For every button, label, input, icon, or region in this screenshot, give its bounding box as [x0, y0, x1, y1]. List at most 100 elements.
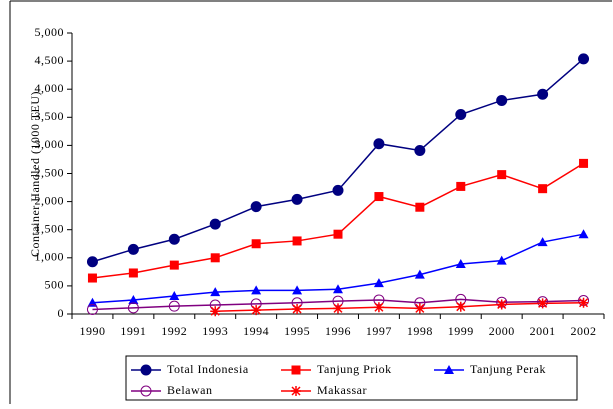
x-tick-label: 1998 [407, 324, 433, 338]
marker-shape [578, 229, 589, 239]
marker [537, 298, 548, 309]
marker-shape [292, 303, 303, 314]
marker [251, 305, 262, 316]
marker-shape [128, 294, 139, 304]
marker [578, 297, 589, 308]
x-tick-label: 1996 [325, 324, 351, 338]
marker-shape [456, 181, 466, 191]
marker [497, 170, 507, 180]
marker [373, 138, 385, 150]
marker [455, 301, 466, 312]
marker [250, 201, 262, 213]
legend-label: Makassar [317, 383, 367, 397]
marker [86, 256, 98, 268]
marker [578, 53, 590, 65]
marker-shape [444, 365, 454, 374]
marker [168, 300, 180, 312]
marker [333, 229, 343, 239]
marker-shape [127, 302, 139, 314]
y-axis-label: Container Handled (1000 TEU) [28, 91, 42, 257]
marker [537, 237, 548, 247]
x-tick-label: 1995 [284, 324, 310, 338]
x-tick-label: 1999 [448, 324, 474, 338]
marker-shape [455, 258, 466, 268]
marker [455, 108, 467, 120]
marker [168, 233, 180, 245]
marker-shape [538, 184, 548, 194]
marker-shape [333, 284, 343, 294]
y-tick-label: 2,000 [35, 193, 65, 207]
x-tick-label: 2002 [571, 324, 597, 338]
marker-shape [496, 299, 507, 310]
marker [333, 284, 343, 294]
marker-shape [414, 303, 425, 314]
marker [414, 144, 426, 156]
marker-shape [168, 300, 180, 312]
marker-shape [373, 302, 384, 313]
x-tick-label: 1994 [243, 324, 269, 338]
marker-shape [140, 364, 152, 376]
marker-shape [168, 233, 180, 245]
marker-shape [291, 386, 301, 396]
x-tick-label: 1992 [161, 324, 187, 338]
marker [210, 253, 220, 263]
marker-shape [415, 202, 425, 212]
x-tick-label: 2001 [530, 324, 556, 338]
marker [87, 297, 98, 307]
marker-shape [455, 108, 467, 120]
marker-shape [332, 184, 344, 196]
y-tick-label: 4,500 [35, 53, 65, 67]
marker-shape [251, 305, 262, 316]
marker-shape [210, 253, 220, 263]
marker [414, 303, 425, 314]
marker [87, 273, 97, 283]
marker [333, 303, 343, 314]
marker [496, 94, 508, 106]
marker-shape [537, 237, 548, 247]
x-tick-label: 2000 [489, 324, 515, 338]
marker [538, 184, 548, 194]
marker-shape [292, 236, 302, 246]
marker [579, 158, 589, 168]
series-line [92, 162, 584, 279]
marker-shape [86, 256, 98, 268]
marker-shape [291, 365, 301, 375]
marker-shape [86, 304, 98, 316]
marker [374, 192, 384, 202]
legend-label: Belawan [167, 383, 212, 397]
marker-shape [414, 269, 425, 279]
marker-shape [250, 201, 262, 213]
marker-shape [87, 273, 97, 283]
legend-box [125, 355, 578, 401]
marker [291, 386, 301, 396]
marker [140, 385, 152, 397]
marker [251, 239, 261, 249]
marker [578, 229, 589, 239]
marker-shape [373, 138, 385, 150]
marker-shape [87, 297, 98, 307]
marker [140, 364, 152, 376]
marker [127, 243, 139, 255]
marker-shape [578, 53, 590, 65]
marker [414, 269, 425, 279]
marker [251, 285, 262, 295]
y-tick-label: 4,000 [35, 81, 65, 95]
marker-shape [251, 239, 261, 249]
y-tick-label: 5,000 [35, 25, 65, 39]
marker-shape [374, 192, 384, 202]
marker-shape [127, 243, 139, 255]
legend-label: Tanjung Perak [470, 362, 546, 376]
x-tick-label: 1993 [202, 324, 228, 338]
marker [496, 255, 507, 265]
marker [128, 268, 138, 278]
marker [456, 181, 466, 191]
marker-shape [455, 301, 466, 312]
marker [291, 365, 301, 375]
marker [373, 278, 384, 288]
marker-shape [373, 278, 384, 288]
marker [210, 306, 221, 317]
marker-shape [537, 88, 549, 100]
y-tick-label: 3,000 [35, 137, 65, 151]
marker-shape [496, 94, 508, 106]
marker-shape [497, 170, 507, 180]
